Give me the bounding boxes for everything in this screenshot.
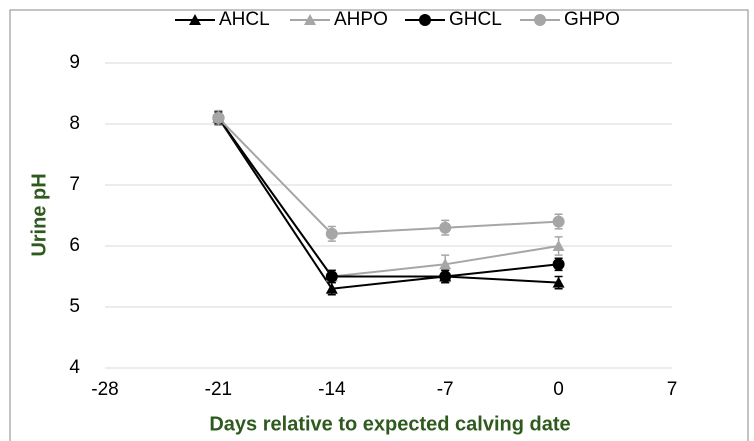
legend-label: GHCL: [449, 9, 502, 30]
data-point: [325, 282, 338, 294]
data-point: [325, 227, 338, 240]
data-point: [439, 270, 452, 283]
legend-label: AHCL: [219, 9, 270, 30]
x-tick-label: -7: [437, 379, 454, 400]
legend-marker: [304, 14, 316, 25]
data-point: [552, 240, 565, 251]
series-line: [217, 117, 559, 235]
y-tick-label: 5: [69, 296, 80, 317]
x-tick-label: 7: [667, 379, 678, 400]
series-line: [217, 117, 559, 278]
data-point: [552, 258, 565, 271]
x-tick-label: -28: [91, 379, 118, 400]
data-point: [325, 270, 338, 283]
x-tick-label: -21: [205, 379, 232, 400]
y-tick-label: 6: [69, 235, 80, 256]
data-point: [212, 111, 225, 124]
x-axis-title: Days relative to expected calving date: [209, 413, 570, 435]
legend-marker: [419, 14, 431, 26]
data-point: [552, 215, 565, 228]
legend-marker: [534, 14, 546, 26]
legend-label: AHPO: [334, 9, 388, 30]
x-tick-label: -14: [318, 379, 346, 400]
series-line: [217, 117, 559, 278]
series-line: [217, 117, 559, 290]
legend-marker: [189, 14, 201, 25]
legend-label: GHPO: [564, 9, 620, 30]
x-tick-label: 0: [553, 379, 564, 400]
y-tick-label: 9: [69, 52, 80, 73]
y-tick-label: 7: [69, 174, 80, 195]
data-point: [439, 258, 452, 270]
y-axis-title: Urine pH: [28, 173, 50, 256]
y-tick-label: 8: [69, 113, 80, 134]
data-point: [552, 276, 565, 288]
data-point: [439, 221, 452, 234]
y-tick-label: 4: [69, 357, 80, 378]
frame: [9, 9, 749, 441]
